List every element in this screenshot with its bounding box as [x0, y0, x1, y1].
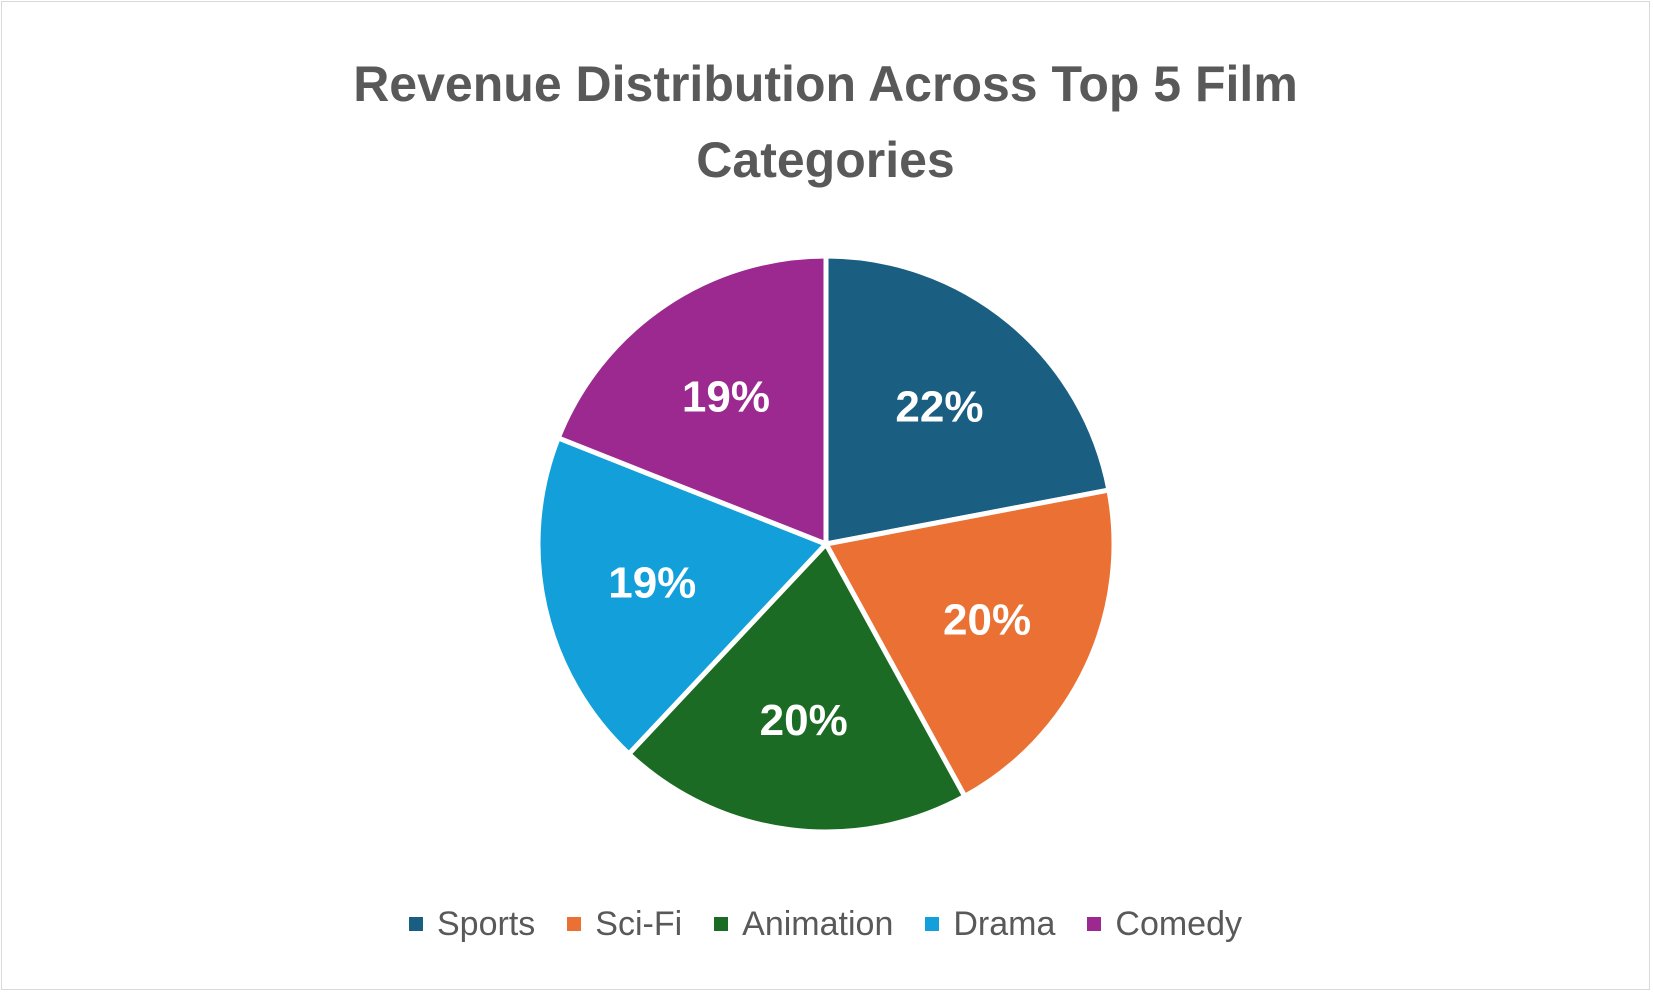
data-label-comedy: 19%	[682, 372, 770, 421]
chart-title: Revenue Distribution Across Top 5 Film C…	[2, 46, 1649, 198]
data-label-sci-fi: 20%	[943, 595, 1031, 644]
pie-slice-sports[interactable]	[823, 253, 1112, 547]
legend-item-comedy[interactable]: Comedy	[1087, 902, 1242, 946]
legend-swatch-comedy	[1087, 917, 1102, 931]
legend-swatch-sports	[409, 917, 423, 931]
legend-item-drama[interactable]: Drama	[925, 902, 1055, 946]
chart-title-line-1: Revenue Distribution Across Top 5 Film	[353, 56, 1298, 112]
data-label-drama: 19%	[608, 558, 696, 607]
data-label-animation: 20%	[760, 696, 848, 745]
pie-slice-animation[interactable]	[626, 541, 968, 835]
pie-slice-sci-fi[interactable]	[823, 487, 1117, 799]
legend-swatch-animation	[714, 917, 729, 931]
legend-label-comedy: Comedy	[1115, 905, 1242, 943]
legend-swatch-sci-fi	[567, 917, 582, 931]
legend-label-animation: Animation	[742, 905, 894, 943]
legend-swatch-drama	[925, 917, 940, 931]
legend-label-sports: Sports	[437, 905, 536, 943]
chart-legend: Sports Sci-Fi Animation Drama Comedy	[2, 902, 1649, 946]
chart-title-line-2: Categories	[696, 132, 955, 188]
legend-item-sports[interactable]: Sports	[409, 902, 535, 946]
legend-item-animation[interactable]: Animation	[714, 902, 893, 946]
legend-label-drama: Drama	[953, 905, 1056, 943]
legend-label-sci-fi: Sci-Fi	[595, 905, 683, 943]
data-label-sports: 22%	[895, 382, 983, 431]
legend-item-sci-fi[interactable]: Sci-Fi	[567, 902, 682, 946]
pie-slice-comedy[interactable]	[555, 253, 829, 547]
